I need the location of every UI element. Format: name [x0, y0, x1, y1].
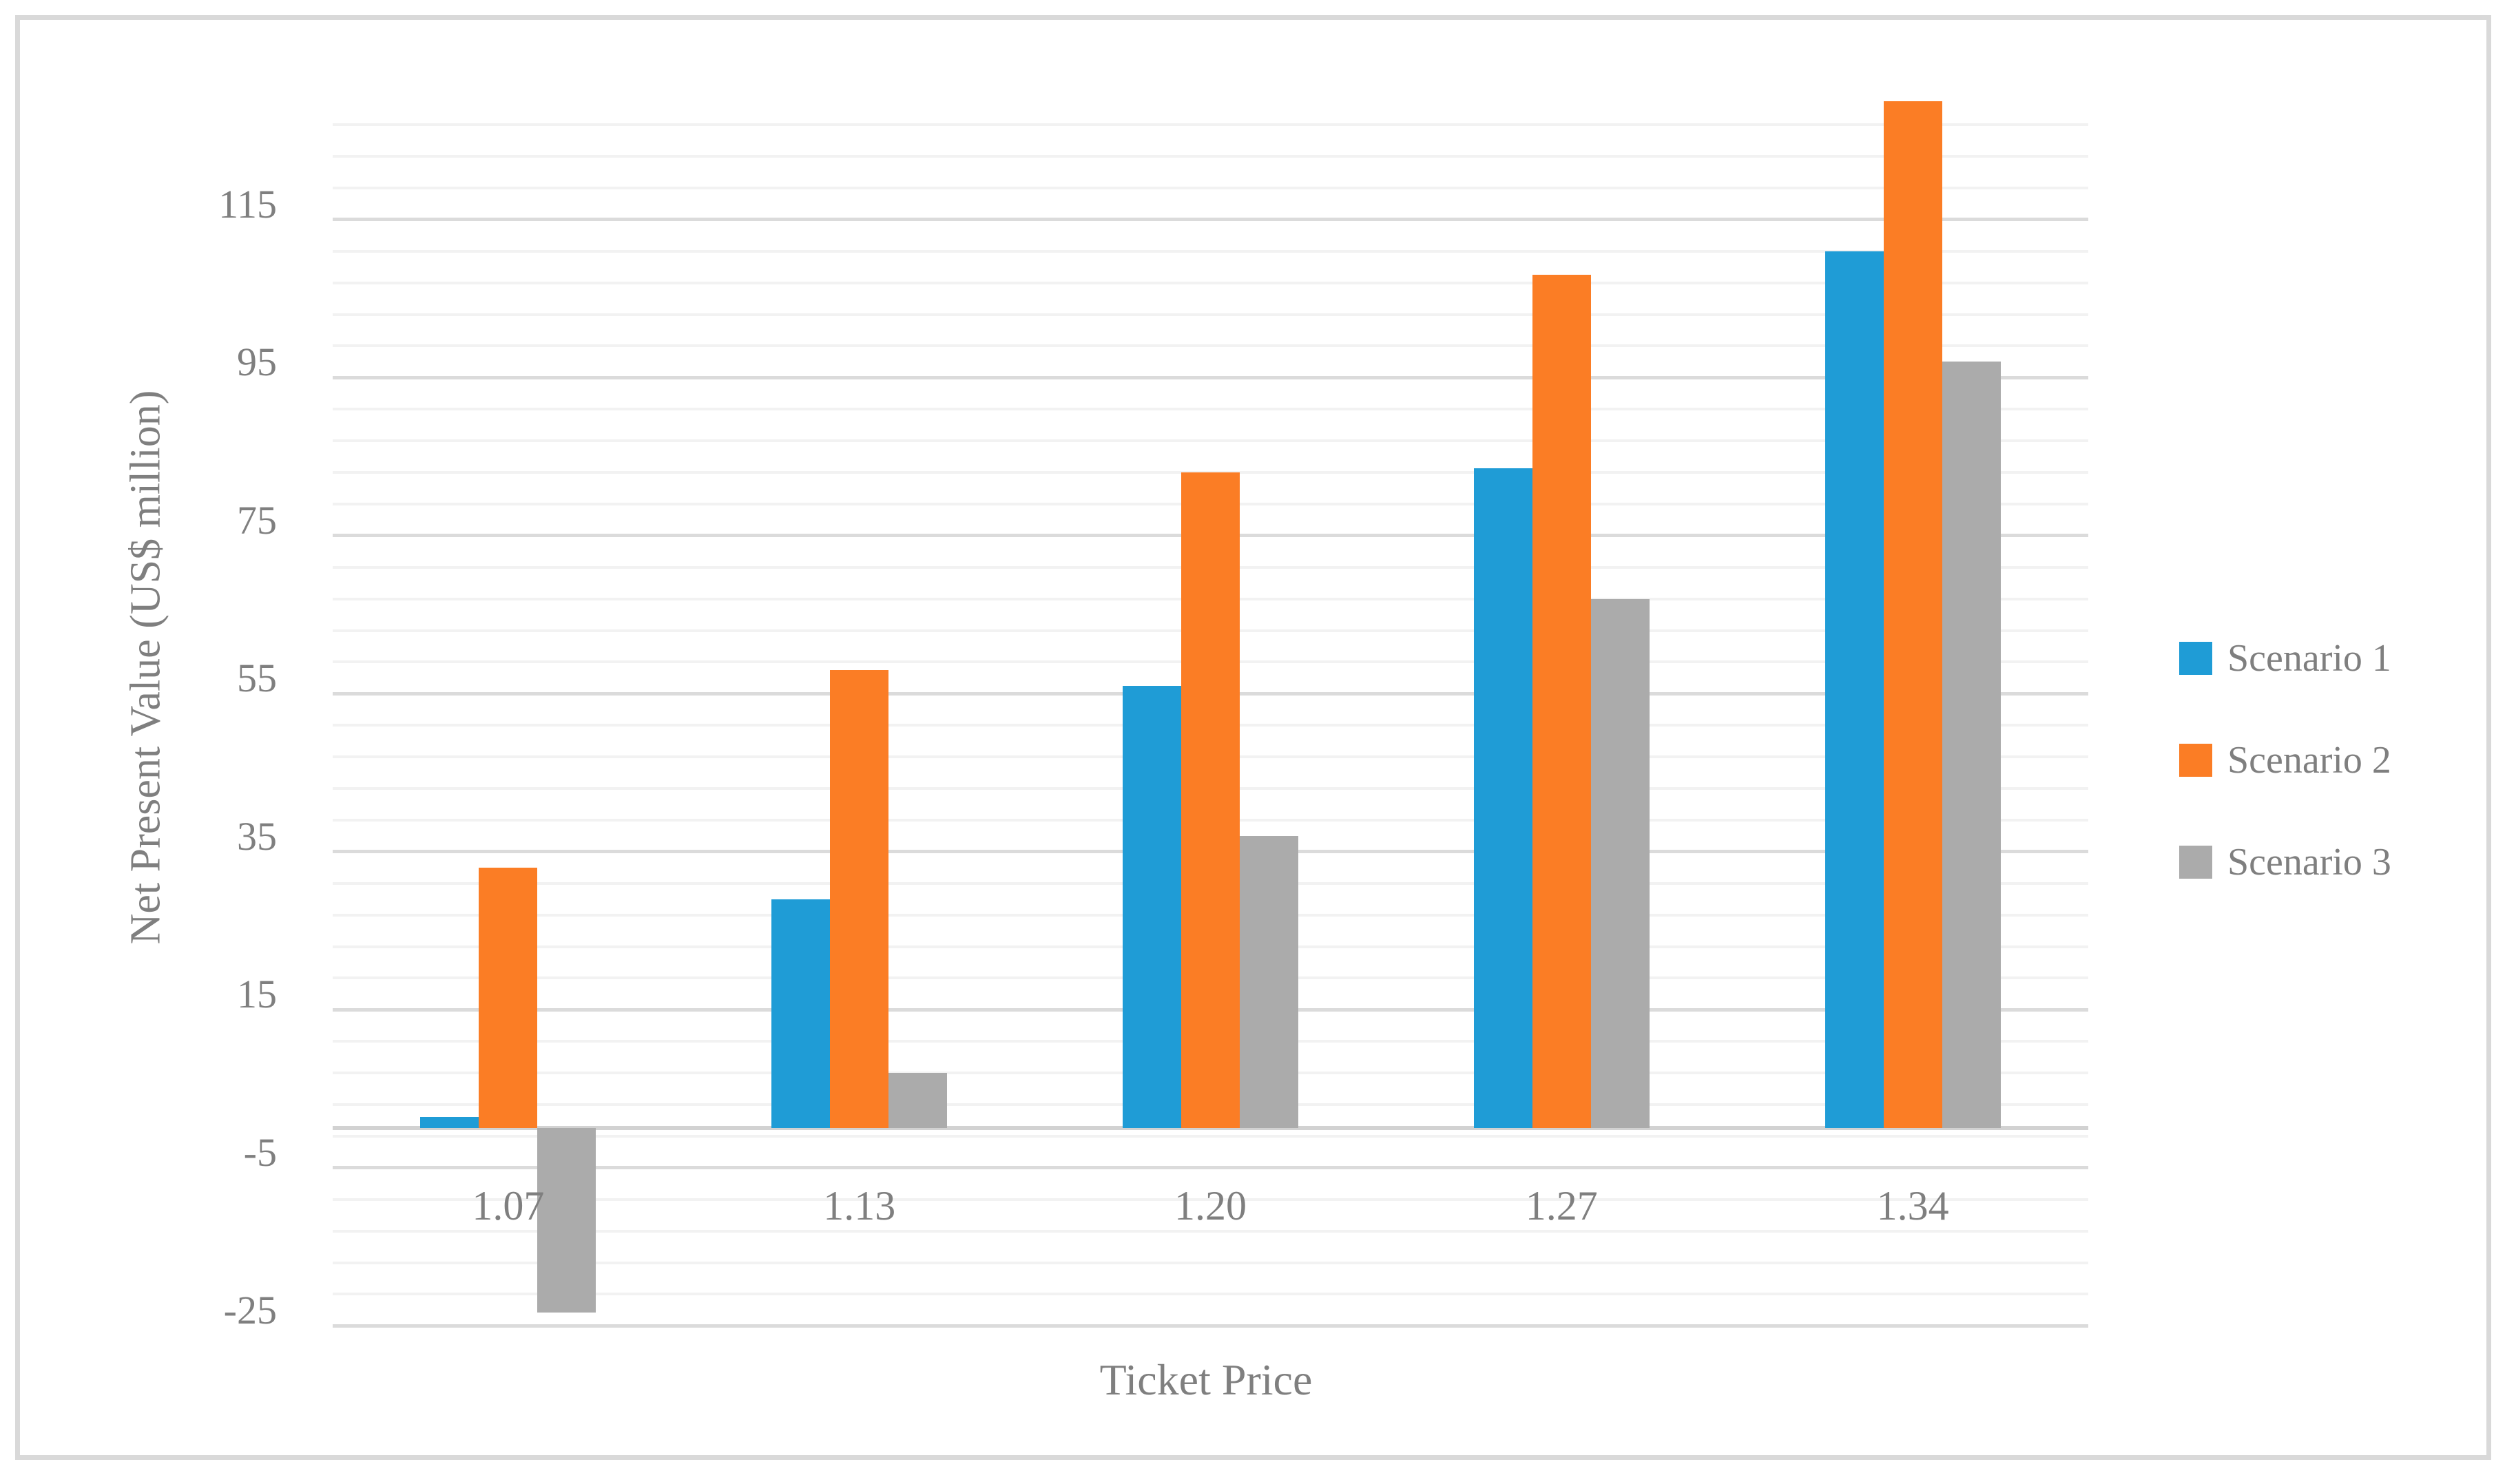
y-tick-label-55: 55: [237, 656, 277, 701]
y-tick-label-95: 95: [237, 339, 277, 385]
major-gridline-95: [333, 375, 2088, 379]
legend-swatch-icon: [2179, 744, 2212, 777]
minor-gridline-99: [333, 344, 2088, 348]
plot-area: 1.07 1.13 1.20 1.27 1.34: [333, 97, 2088, 1361]
bar-scenario-2-1.20: [1181, 472, 1240, 1129]
y-tick-label--25: -25: [223, 1288, 277, 1333]
bar-scenario-3-1.20: [1240, 835, 1298, 1129]
legend-label: Scenario 2: [2227, 739, 2391, 782]
minor-gridline-87: [333, 439, 2088, 443]
minor-gridline--13: [333, 1229, 2088, 1233]
bar-scenario-1-1.07: [420, 1117, 479, 1129]
minor-gridline-123: [333, 155, 2088, 158]
bar-scenario-2-1.07: [479, 867, 538, 1129]
minor-gridline-107: [333, 281, 2088, 284]
x-axis-baseline: [333, 1126, 2088, 1131]
x-tick-label-1.27: 1.27: [1525, 1183, 1598, 1229]
bar-scenario-3-1.07: [537, 1128, 596, 1313]
bar-scenario-2-1.34: [1883, 101, 1942, 1129]
bar-scenario-3-1.27: [1590, 598, 1650, 1129]
bar-scenario-1-1.13: [771, 899, 831, 1129]
bar-scenario-1-1.20: [1123, 685, 1181, 1129]
major-gridline--25: [333, 1324, 2088, 1328]
y-axis-title: Net Present Value (US$ million): [122, 390, 169, 945]
legend-swatch-icon: [2179, 642, 2212, 675]
x-tick-label-1.07: 1.07: [472, 1183, 545, 1229]
bar-scenario-1-1.34: [1824, 251, 1884, 1129]
y-tick-label-75: 75: [237, 497, 277, 543]
minor-gridline-127: [333, 123, 2088, 127]
chart-frame: 1.07 1.13 1.20 1.27 1.34 115 95 75 55 35 15 -5 -25 …: [15, 15, 2491, 1460]
y-tick-label-35: 35: [237, 813, 277, 859]
legend-item-scenario-1: Scenario 1: [2179, 637, 2391, 680]
bar-scenario-3-1.13: [888, 1073, 948, 1129]
x-tick-label-1.13: 1.13: [823, 1183, 896, 1229]
x-axis-title: Ticket Price: [1099, 1355, 1313, 1404]
minor-gridline-103: [333, 313, 2088, 316]
minor-gridline-111: [333, 249, 2088, 253]
y-tick-label-115: 115: [218, 181, 277, 227]
legend-item-scenario-3: Scenario 3: [2179, 841, 2391, 884]
minor-gridline-91: [333, 408, 2088, 411]
minor-gridline-119: [333, 186, 2088, 189]
x-tick-label-1.34: 1.34: [1876, 1183, 1949, 1229]
major-gridline--5: [333, 1166, 2088, 1170]
y-tick-label-15: 15: [237, 972, 277, 1017]
legend: Scenario 1 Scenario 2 Scenario 3: [2179, 637, 2391, 947]
x-tick-label-1.20: 1.20: [1174, 1183, 1247, 1229]
legend-item-scenario-2: Scenario 2: [2179, 739, 2391, 782]
legend-label: Scenario 1: [2227, 637, 2391, 680]
minor-gridline--1: [333, 1134, 2088, 1138]
bar-scenario-3-1.34: [1942, 362, 2001, 1129]
bar-scenario-2-1.27: [1532, 275, 1591, 1129]
minor-gridline--21: [333, 1293, 2088, 1296]
minor-gridline--17: [333, 1261, 2088, 1264]
bar-scenario-1-1.27: [1473, 468, 1532, 1129]
minor-gridline--9: [333, 1198, 2088, 1201]
legend-label: Scenario 3: [2227, 841, 2391, 884]
y-tick-label--5: -5: [243, 1129, 277, 1175]
bar-scenario-2-1.13: [830, 669, 889, 1129]
legend-swatch-icon: [2179, 846, 2212, 879]
major-gridline-115: [333, 218, 2088, 222]
